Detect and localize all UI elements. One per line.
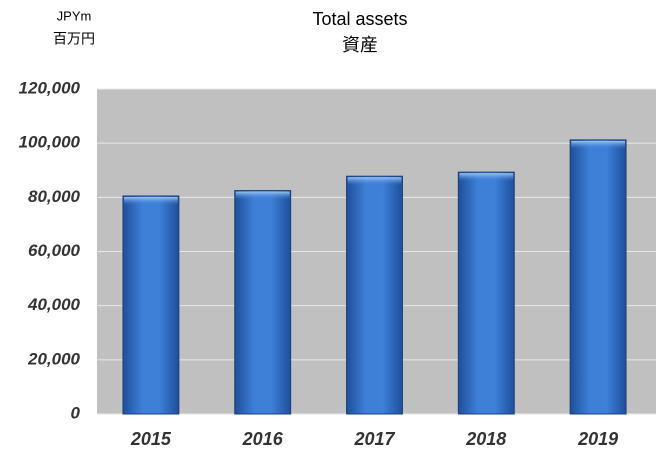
x-tick-label: 2017	[353, 429, 395, 449]
x-tick-label: 2015	[130, 429, 172, 449]
y-tick-label: 0	[71, 403, 81, 422]
y-tick-label: 80,000	[28, 187, 81, 206]
bar	[122, 195, 180, 415]
y-tick-label: 120,000	[19, 78, 81, 97]
bar	[346, 175, 403, 415]
y-unit-ja: 百万円	[53, 31, 95, 47]
chart-title: Total assets	[312, 9, 407, 29]
bar	[234, 190, 292, 415]
x-tick-label: 2019	[577, 429, 618, 449]
bar	[457, 171, 515, 415]
y-tick-label: 20,000	[27, 349, 81, 368]
x-tick-label: 2016	[242, 429, 284, 449]
bar-highlight	[123, 196, 178, 205]
y-unit: JPYm	[57, 8, 92, 23]
bar-highlight	[347, 177, 402, 186]
bar-highlight	[571, 140, 626, 149]
y-tick-label: 60,000	[28, 241, 81, 260]
bar	[569, 139, 627, 415]
bar-highlight	[459, 173, 514, 182]
x-tick-label: 2018	[465, 429, 506, 449]
bar-highlight	[235, 191, 290, 200]
chart-subtitle: 資産	[342, 35, 378, 55]
y-tick-label: 100,000	[19, 133, 81, 152]
y-tick-label: 40,000	[27, 295, 81, 314]
